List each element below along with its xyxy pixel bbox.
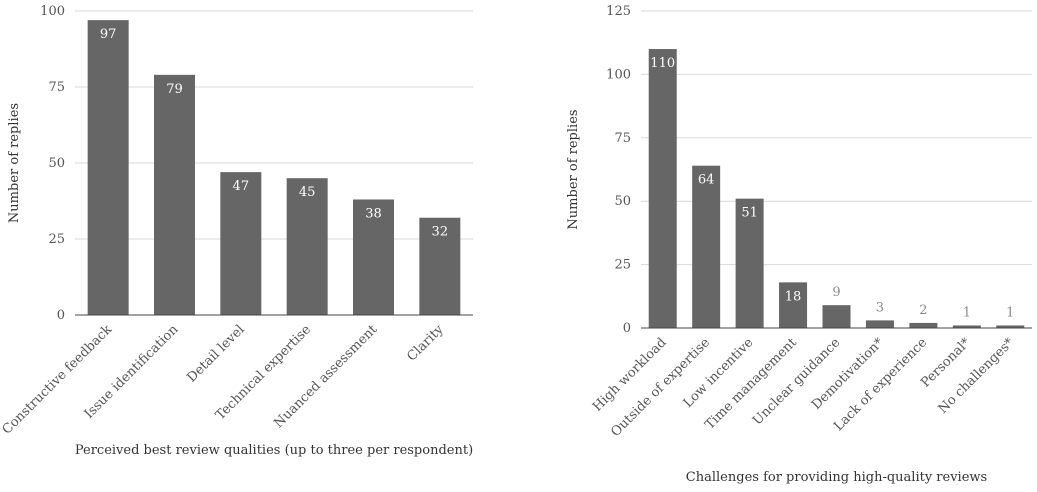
y-tick-label: 100: [606, 67, 631, 82]
bar: [286, 178, 328, 315]
bar: [692, 165, 721, 328]
y-tick-label: 50: [614, 194, 631, 209]
y-tick-label: 75: [614, 131, 631, 146]
x-axis-title: Challenges for providing high-quality re…: [686, 470, 987, 485]
y-tick-label: 0: [623, 321, 631, 336]
x-axis-title: Perceived best review qualities (up to t…: [75, 443, 473, 458]
bar: [419, 217, 461, 315]
bar: [735, 198, 764, 328]
data-label: 32: [432, 225, 449, 240]
x-tick-label: Detail level: [184, 322, 247, 385]
y-tick-label: 25: [48, 232, 65, 247]
bar: [952, 325, 981, 328]
data-label: 1: [1006, 305, 1014, 320]
data-label: 97: [100, 27, 117, 42]
x-tick-label: High workload: [590, 335, 670, 415]
bar: [648, 49, 677, 328]
y-tick-label: 50: [48, 156, 65, 171]
bar: [822, 305, 851, 328]
bar: [996, 325, 1025, 328]
data-label: 45: [299, 185, 316, 200]
x-tick-label: No challenges*: [936, 335, 1018, 417]
data-label: 9: [832, 285, 840, 300]
bar: [87, 20, 129, 316]
data-label: 1: [963, 305, 971, 320]
data-label: 64: [698, 173, 715, 188]
data-label: 3: [876, 300, 884, 315]
y-tick-label: 100: [40, 4, 65, 19]
x-tick-label: Constructive feedback: [0, 322, 115, 437]
y-tick-label: 25: [614, 258, 631, 273]
bar: [353, 199, 394, 315]
data-label: 110: [650, 56, 675, 71]
data-label: 51: [741, 206, 758, 221]
data-label: 2: [919, 303, 927, 318]
data-label: 47: [233, 179, 250, 194]
bar: [220, 172, 262, 315]
x-tick-label: Clarity: [404, 322, 447, 365]
bar: [779, 282, 808, 328]
y-axis-title: Number of replies: [7, 103, 22, 223]
data-label: 38: [365, 206, 382, 221]
data-label: 79: [166, 82, 183, 97]
data-label: 18: [785, 289, 802, 304]
y-tick-label: 0: [57, 308, 65, 323]
bar: [909, 322, 938, 328]
y-axis-title: Number of replies: [566, 109, 581, 229]
y-tick-label: 125: [606, 4, 631, 19]
bar: [865, 320, 894, 328]
y-tick-label: 75: [48, 80, 65, 95]
bar: [154, 74, 195, 315]
